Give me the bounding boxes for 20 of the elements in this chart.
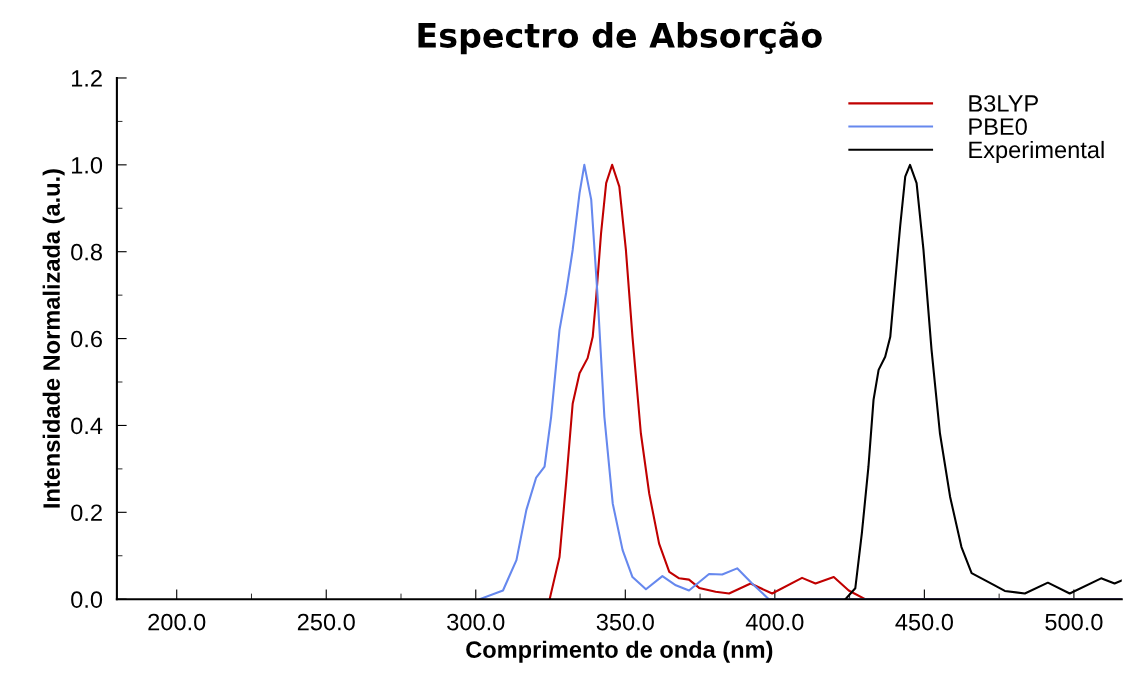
legend-label: B3LYP [969, 95, 1038, 112]
x-tick-label: 350.0 [596, 613, 654, 631]
chart-title: Espectro de Absorção [418, 21, 822, 55]
y-tick-label: 0.4 [71, 417, 103, 435]
x-tick-label: 400.0 [745, 613, 804, 631]
x-tick-label: 200.0 [148, 613, 206, 631]
x-tick-label: 500.0 [1045, 613, 1103, 631]
y-tick-label: 0.8 [71, 243, 102, 261]
x-axis-title: Comprimento de onda (nm) [466, 640, 773, 663]
legend-label: Experimental [969, 140, 1104, 163]
x-tick-label: 450.0 [895, 613, 953, 631]
y-tick-label: 0.6 [71, 330, 102, 348]
legend-label: PBE0 [969, 118, 1027, 136]
y-tick-label: 1.2 [71, 70, 102, 87]
y-tick-label: 0.2 [71, 504, 102, 522]
y-tick-label: 0.0 [71, 591, 103, 608]
y-tick-label: 1.0 [71, 156, 103, 174]
x-tick-label: 300.0 [447, 613, 505, 631]
x-tick-label: 250.0 [297, 613, 355, 631]
y-axis-title: Intensidade Normalizada (a.u.) [42, 169, 65, 508]
